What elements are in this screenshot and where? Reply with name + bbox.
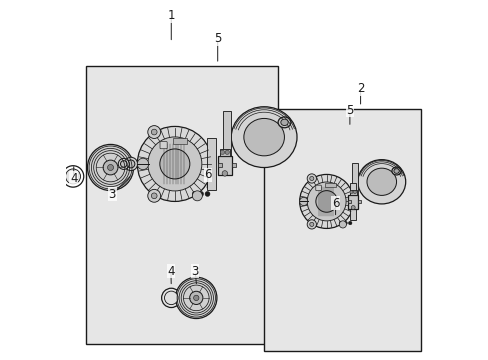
- Bar: [173, 138, 187, 144]
- Circle shape: [103, 160, 118, 175]
- Ellipse shape: [357, 159, 405, 204]
- Ellipse shape: [366, 168, 396, 195]
- Circle shape: [347, 221, 351, 225]
- Bar: [349, 190, 356, 195]
- Circle shape: [353, 190, 356, 194]
- Text: 5: 5: [346, 104, 353, 117]
- Bar: [206, 138, 215, 190]
- Ellipse shape: [299, 175, 353, 229]
- Circle shape: [118, 158, 129, 170]
- Ellipse shape: [278, 117, 290, 128]
- FancyBboxPatch shape: [160, 141, 167, 149]
- Circle shape: [306, 174, 316, 183]
- Bar: [85, 66, 278, 344]
- Circle shape: [107, 165, 113, 171]
- Circle shape: [160, 149, 189, 179]
- Ellipse shape: [231, 107, 296, 167]
- Circle shape: [339, 221, 342, 225]
- Circle shape: [189, 291, 203, 305]
- Circle shape: [175, 277, 217, 319]
- Circle shape: [343, 221, 346, 225]
- Text: 6: 6: [204, 168, 211, 181]
- Circle shape: [350, 206, 354, 210]
- Circle shape: [87, 144, 133, 190]
- Circle shape: [222, 171, 227, 176]
- Ellipse shape: [137, 126, 212, 202]
- Circle shape: [204, 192, 210, 197]
- Bar: [218, 163, 222, 167]
- Text: 1: 1: [167, 9, 175, 22]
- Circle shape: [192, 191, 202, 201]
- Bar: [325, 183, 335, 187]
- Bar: [351, 163, 357, 201]
- Circle shape: [220, 150, 224, 154]
- Ellipse shape: [391, 167, 401, 175]
- Circle shape: [306, 220, 316, 229]
- Circle shape: [164, 291, 178, 305]
- Bar: [218, 156, 231, 175]
- Circle shape: [120, 161, 127, 167]
- Circle shape: [339, 221, 346, 228]
- Circle shape: [124, 157, 137, 171]
- Text: 2: 2: [356, 82, 364, 95]
- Circle shape: [65, 169, 81, 184]
- Circle shape: [224, 150, 229, 154]
- Circle shape: [147, 189, 161, 202]
- Bar: [347, 195, 357, 209]
- Ellipse shape: [280, 119, 287, 126]
- Text: 5: 5: [214, 32, 221, 45]
- Circle shape: [299, 197, 307, 206]
- Bar: [223, 111, 231, 163]
- Text: 3: 3: [191, 265, 199, 278]
- Circle shape: [137, 158, 148, 170]
- Text: 6: 6: [331, 197, 339, 210]
- Circle shape: [309, 176, 313, 180]
- Circle shape: [151, 193, 157, 199]
- Text: 3: 3: [108, 188, 116, 201]
- Circle shape: [315, 191, 337, 212]
- Text: 4: 4: [167, 265, 174, 278]
- Circle shape: [127, 160, 135, 168]
- Circle shape: [306, 182, 346, 221]
- Circle shape: [349, 190, 352, 194]
- Circle shape: [147, 126, 161, 139]
- Circle shape: [147, 137, 202, 191]
- Text: 4: 4: [70, 172, 77, 185]
- Bar: [264, 109, 421, 351]
- Circle shape: [193, 295, 199, 301]
- FancyBboxPatch shape: [315, 185, 321, 191]
- Circle shape: [198, 192, 203, 197]
- Circle shape: [309, 222, 313, 226]
- Bar: [231, 163, 235, 167]
- Bar: [357, 200, 361, 203]
- Circle shape: [192, 192, 197, 197]
- Ellipse shape: [393, 169, 399, 174]
- Bar: [220, 149, 229, 156]
- Circle shape: [151, 129, 157, 135]
- Bar: [349, 183, 355, 220]
- Ellipse shape: [244, 118, 284, 156]
- Bar: [347, 200, 350, 203]
